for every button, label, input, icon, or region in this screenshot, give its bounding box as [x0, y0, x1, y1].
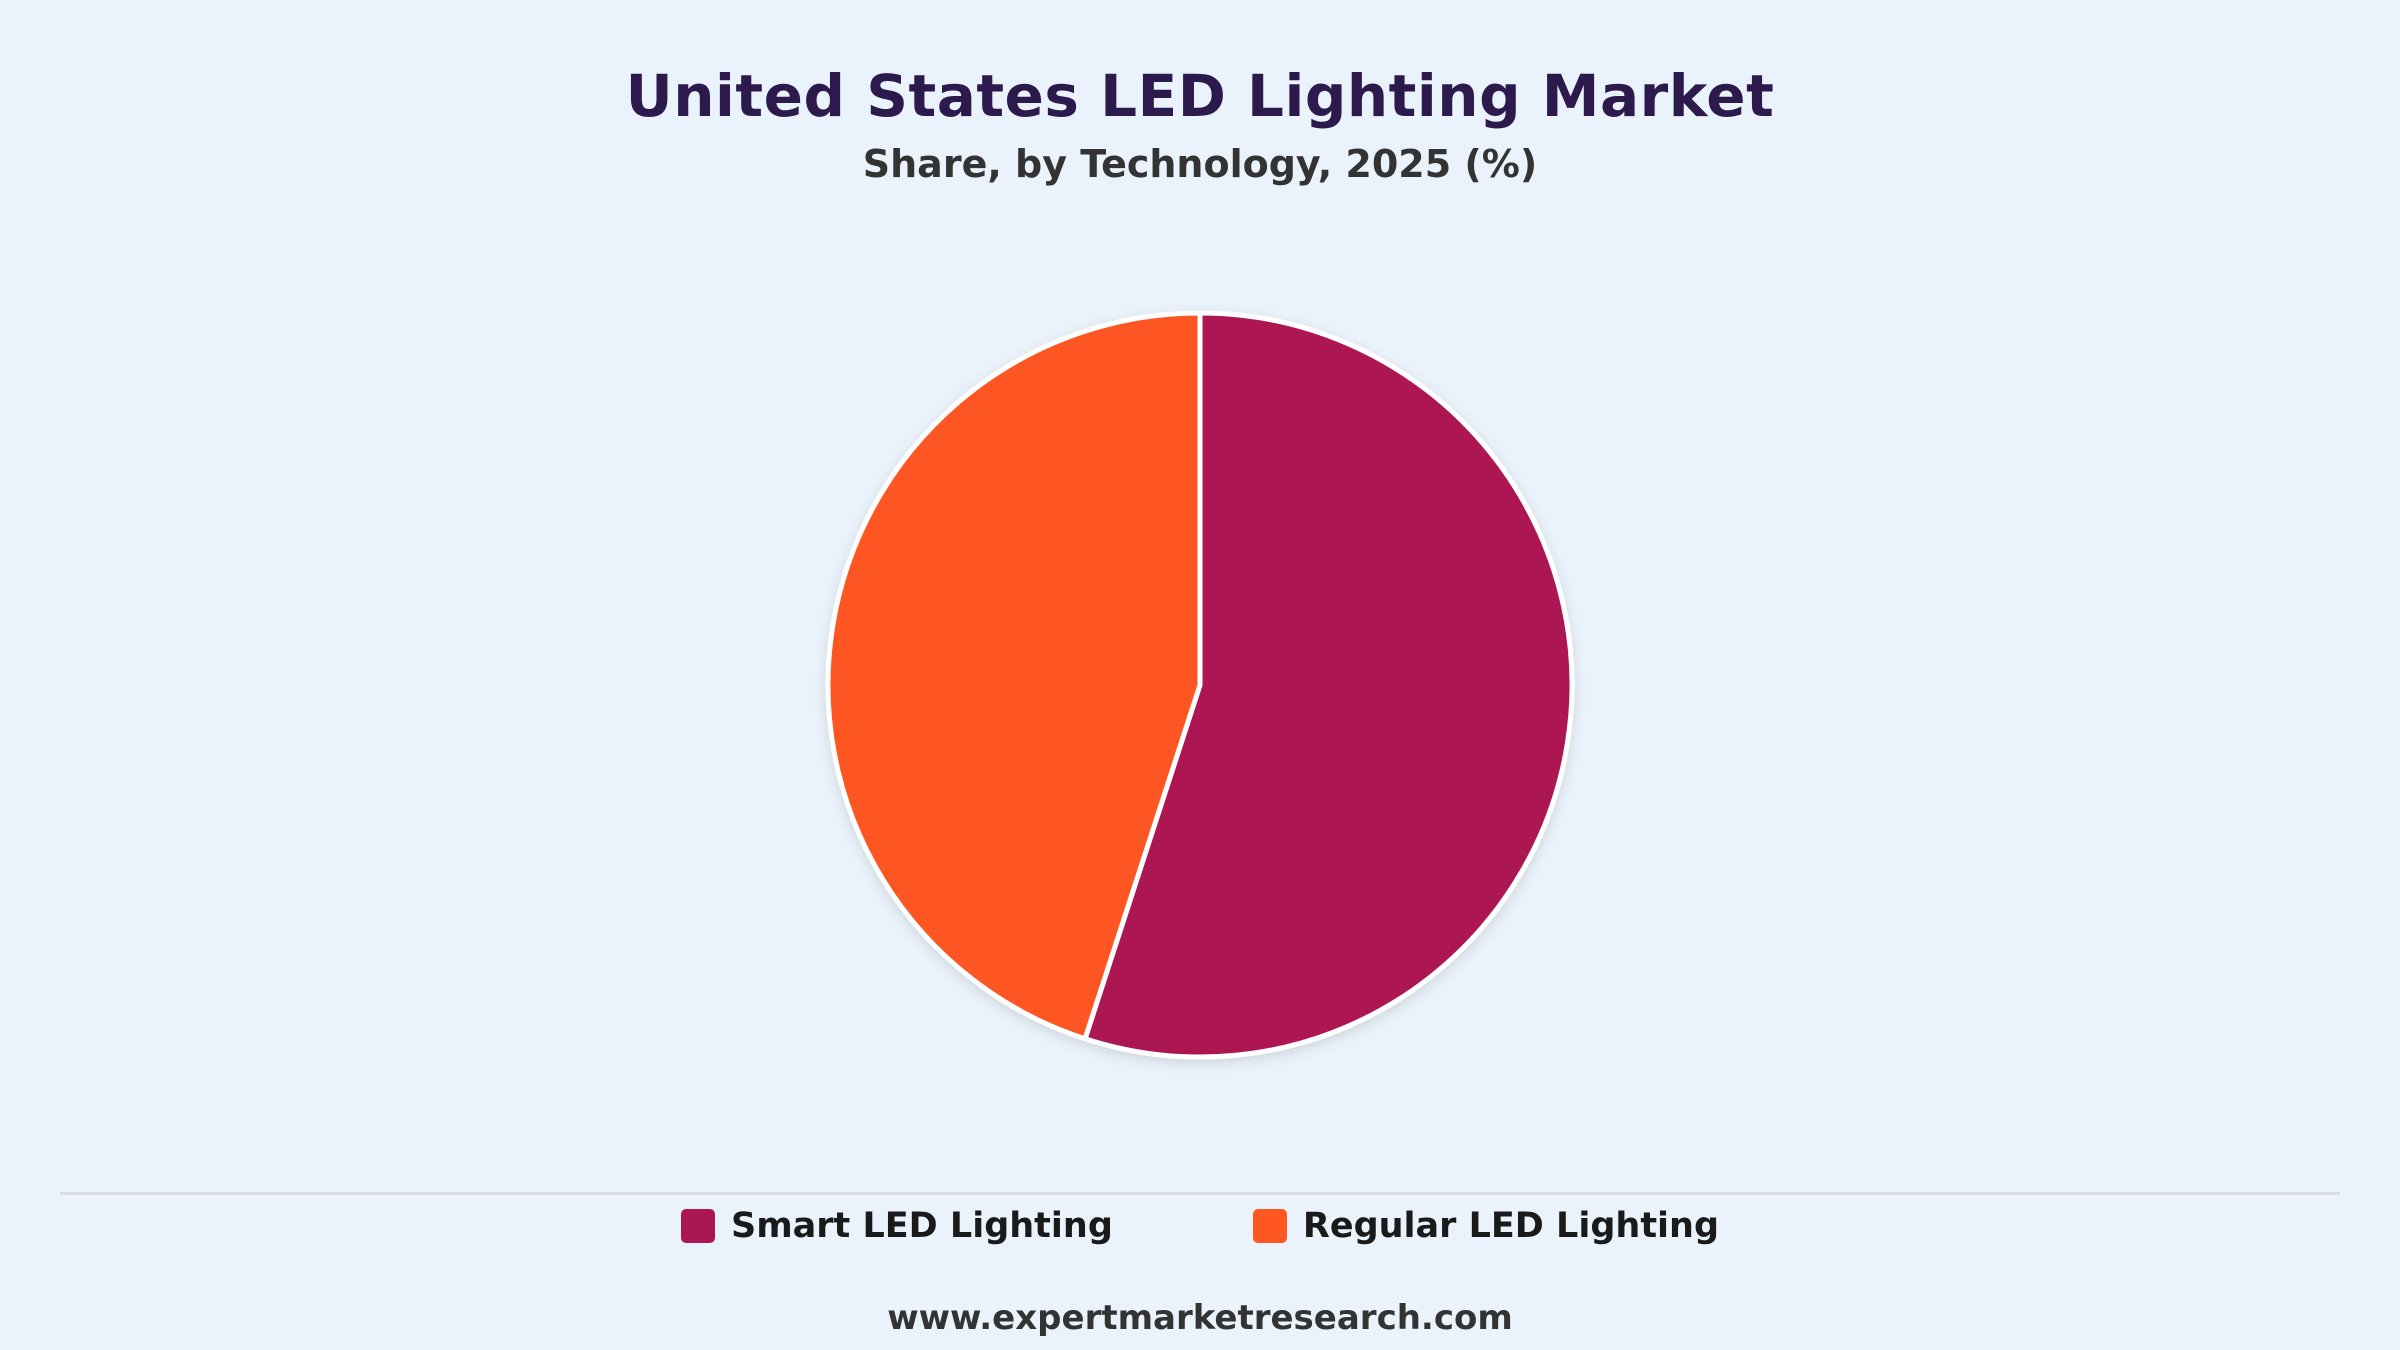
- legend-item-smart-led: Smart LED Lighting: [680, 1206, 1113, 1246]
- legend-label-regular-led: Regular LED Lighting: [1302, 1206, 1720, 1246]
- chart-subtitle: Share, by Technology, 2025 (%): [862, 142, 1538, 186]
- chart-title: United States LED Lighting Market: [625, 62, 1775, 130]
- chart-legend: Smart LED Lighting Regular LED Lighting: [0, 1206, 2400, 1246]
- pie-slice-regular-led-lighting: [825, 310, 1203, 1042]
- legend-swatch-smart-led: [680, 1209, 715, 1243]
- legend-item-regular-led: Regular LED Lighting: [1252, 1206, 1720, 1246]
- legend-divider: [60, 1192, 2340, 1195]
- pie-slice-smart-led-lighting: [1082, 310, 1575, 1060]
- legend-label-smart-led: Smart LED Lighting: [730, 1206, 1113, 1246]
- legend-swatch-regular-led: [1252, 1209, 1287, 1243]
- source-footer: www.expertmarketresearch.com: [887, 1298, 1513, 1338]
